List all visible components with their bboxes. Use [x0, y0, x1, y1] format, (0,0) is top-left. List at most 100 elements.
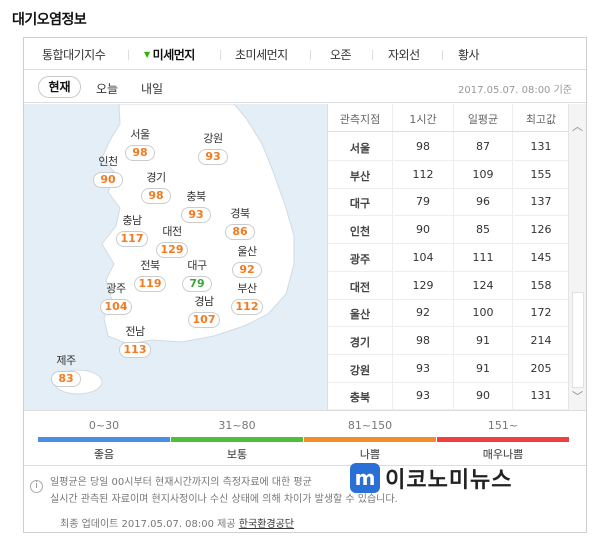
timestamp: 2017.05.07. 08:00 기준	[457, 85, 572, 96]
cell-station: 광주	[349, 252, 371, 266]
region-name: 대구	[187, 259, 207, 272]
cell-max: 172	[530, 306, 552, 320]
header-max: 최고값	[525, 113, 557, 126]
region-jeonnam[interactable]: 전남 113	[113, 325, 157, 358]
cell-daily-avg: 111	[472, 250, 494, 264]
cell-1hour: 93	[416, 389, 430, 403]
cell-max: 158	[530, 278, 552, 292]
region-busan[interactable]: 부산 112	[225, 282, 269, 315]
region-name: 광주	[106, 282, 126, 295]
column-divider	[392, 104, 393, 410]
cell-1hour: 98	[416, 140, 430, 153]
table-row: 서울 98 87 131	[328, 133, 569, 161]
region-gyeonggi[interactable]: 경기 98	[134, 171, 178, 204]
region-gyeongnam[interactable]: 경남 107	[182, 295, 226, 328]
tab-ultrafine-dust[interactable]: 초미세먼지	[235, 48, 288, 62]
tab-ozone[interactable]: 오존	[330, 48, 352, 62]
cell-daily-avg: 85	[476, 223, 490, 237]
region-value: 117	[115, 231, 149, 247]
header-daily-avg: 일평균	[467, 113, 499, 126]
cell-daily-avg: 100	[472, 306, 494, 320]
region-name: 경남	[194, 295, 214, 308]
cell-1hour: 93	[416, 361, 430, 375]
cell-station: 충북	[349, 391, 371, 405]
tab-now[interactable]: 현재	[38, 76, 81, 98]
region-value: 107	[187, 312, 221, 328]
region-gwangju[interactable]: 광주 104	[94, 282, 138, 315]
table-row: 대구 79 96 137	[328, 188, 569, 217]
cell-daily-avg: 90	[476, 389, 490, 403]
update-text: 최종 업데이트 2017.05.07. 08:00 제공	[60, 519, 236, 530]
tab-fine-dust[interactable]: ▼ 미세먼지	[144, 46, 195, 63]
cell-station: 강원	[349, 363, 371, 377]
tab-yellow-dust[interactable]: 황사	[458, 48, 480, 62]
region-name: 부산	[237, 282, 257, 295]
region-value: 90	[93, 172, 123, 188]
cell-1hour: 79	[416, 195, 430, 209]
cell-daily-avg: 87	[476, 140, 490, 153]
table-row: 울산 92 100 172	[328, 299, 569, 328]
legend-bar-normal	[171, 437, 303, 442]
tab-divider	[442, 50, 443, 60]
cell-1hour: 90	[416, 223, 430, 237]
tab-tomorrow[interactable]: 내일	[141, 82, 164, 96]
scroll-up-icon[interactable]: ︿	[572, 120, 583, 133]
level-legend: 0~30 31~80 81~150 151~ 좋음 보통 나쁨 매우나쁨	[24, 410, 586, 466]
region-name: 전남	[125, 325, 145, 338]
cell-max: 205	[530, 361, 552, 375]
region-ulsan[interactable]: 울산 92	[225, 245, 269, 278]
cell-daily-avg: 124	[472, 278, 494, 292]
region-value: 79	[182, 276, 212, 292]
info-icon: i	[30, 480, 43, 493]
table-header: 관측지점 1시간 일평균 최고값	[328, 104, 569, 132]
watermark-text: 이코노미뉴스	[385, 468, 513, 493]
pollutant-tabs: 통합대기지수 ▼ 미세먼지 초미세먼지 오존 자외선 황사	[24, 38, 586, 70]
region-jeju[interactable]: 제주 83	[44, 354, 88, 387]
tab-divider	[220, 50, 221, 60]
cell-1hour: 129	[412, 278, 434, 292]
legend-bar-bad	[304, 437, 436, 442]
region-value: 98	[125, 145, 155, 161]
cell-daily-avg: 91	[476, 361, 490, 375]
cell-1hour: 104	[412, 250, 434, 264]
region-value: 83	[51, 371, 81, 387]
page-title: 대기오염정보	[12, 12, 87, 28]
cell-max: 137	[530, 195, 552, 209]
region-value: 92	[232, 262, 262, 278]
tab-uv[interactable]: 자외선	[388, 48, 420, 62]
cell-station: 대구	[349, 197, 371, 211]
region-gangwon[interactable]: 강원 93	[191, 132, 235, 165]
region-daejeon[interactable]: 대전 129	[150, 225, 194, 258]
legend-label-normal: 보통	[226, 448, 248, 461]
table-scrollbar[interactable]: ︿ ﹀	[568, 104, 586, 410]
table-row: 충북 93 90 131	[328, 382, 569, 411]
region-daegu[interactable]: 대구 79	[175, 259, 219, 292]
cell-1hour: 112	[412, 167, 434, 181]
provider-link[interactable]: 한국환경공단	[238, 519, 294, 530]
cell-station: 부산	[349, 169, 371, 183]
table-row: 대전 129 124 158	[328, 272, 569, 300]
legend-range-good: 0~30	[88, 419, 120, 432]
region-incheon[interactable]: 인천 90	[86, 155, 130, 188]
cell-daily-avg: 109	[472, 167, 494, 181]
region-jeonbuk[interactable]: 전북 119	[128, 259, 172, 292]
region-value: 104	[99, 299, 133, 315]
region-name: 대전	[162, 225, 182, 238]
korea-map: 서울 98 강원 93 인천 90 경기 98 충북 93 충남 117 대전 …	[24, 104, 327, 410]
region-chungnam[interactable]: 충남 117	[110, 214, 154, 247]
region-gyeongbuk[interactable]: 경북 86	[218, 207, 262, 240]
region-seoul[interactable]: 서울 98	[118, 128, 162, 161]
cell-1hour: 92	[416, 306, 430, 320]
tab-divider	[372, 50, 373, 60]
tab-today[interactable]: 오늘	[96, 82, 119, 96]
legend-range-bad: 81~150	[347, 419, 393, 432]
scroll-thumb[interactable]	[572, 292, 584, 388]
column-divider	[512, 104, 513, 410]
cell-max: 214	[530, 333, 552, 347]
cell-max: 155	[530, 167, 552, 181]
region-chungbuk[interactable]: 충북 93	[174, 190, 218, 223]
tab-divider	[310, 50, 311, 60]
tab-integrated-index[interactable]: 통합대기지수	[42, 48, 106, 62]
region-value: 113	[118, 342, 152, 358]
scroll-down-icon[interactable]: ﹀	[572, 390, 583, 403]
